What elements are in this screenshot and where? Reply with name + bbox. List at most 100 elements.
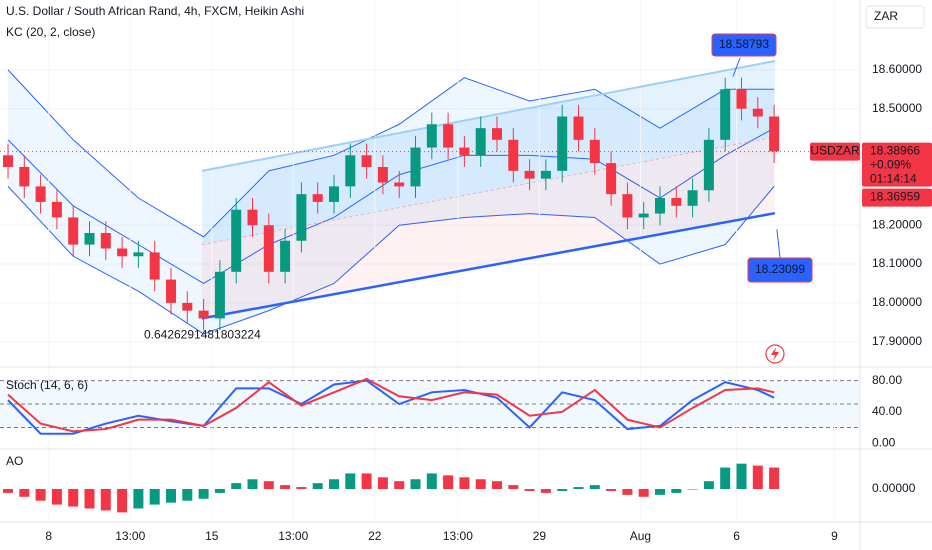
ao-bar (312, 483, 323, 489)
ao-bar (638, 489, 649, 497)
ao-bar (703, 481, 714, 489)
high-connector (732, 57, 741, 77)
candle-body (687, 190, 698, 206)
symbol-label: USDZAR (810, 144, 860, 158)
ao-bar (459, 477, 470, 489)
ao-bar (68, 489, 79, 507)
candle-body (671, 198, 682, 206)
x-tick-label: 29 (533, 529, 547, 543)
ao-bar (394, 481, 405, 489)
ao-bar (720, 467, 731, 489)
ao-bar (19, 489, 30, 497)
candle-body (508, 139, 519, 171)
ao-bar (329, 479, 339, 489)
candle-body (35, 186, 46, 202)
background-layer (0, 60, 860, 428)
candle-body (492, 128, 502, 140)
x-tick-label: 6 (733, 529, 740, 543)
high-label-box (711, 33, 777, 57)
alert-icon[interactable] (765, 344, 785, 364)
candle-body (296, 194, 307, 241)
y-tick-label: 18.10000 (872, 256, 922, 270)
candle-body (100, 232, 111, 249)
ratio-label: 0.6426291481803224 (144, 328, 261, 342)
low-connector (776, 229, 781, 259)
candle-body (345, 155, 356, 187)
candle-body (3, 155, 13, 167)
last-price: 18.38966 (870, 144, 920, 158)
high-label: 18.58793 (719, 37, 769, 51)
ao-bar (182, 489, 193, 501)
candle-body (573, 116, 584, 140)
candle-body (117, 248, 128, 257)
channel-upper-fill (201, 60, 775, 245)
y-tick-label: 17.90000 (872, 334, 922, 348)
x-tick-label: 8 (45, 529, 52, 543)
ao-bar (492, 481, 502, 489)
candle-body (19, 166, 30, 187)
ao-bar (166, 489, 176, 503)
ao-bar (231, 483, 242, 489)
ao-bar (573, 487, 584, 489)
y-tick-label: 18.60000 (872, 62, 922, 76)
x-tick-label: 13:00 (278, 529, 308, 543)
ao-bar (475, 479, 486, 489)
candle-body (443, 124, 454, 148)
channel-upper-line (201, 59, 776, 172)
x-tick-label: 15 (205, 529, 219, 543)
stoch-line (7, 377, 775, 433)
ao-title: AO (6, 454, 23, 468)
candle-body (68, 217, 79, 245)
candle-body (655, 198, 665, 214)
ao-bar (361, 473, 372, 489)
ao-bar (508, 485, 519, 489)
candle-body (720, 89, 731, 140)
currency-button[interactable] (865, 5, 925, 29)
candle-body (589, 139, 600, 164)
x-tick-label: 22 (368, 529, 382, 543)
ao-bar (606, 489, 617, 491)
ao-bar (589, 485, 600, 489)
candle-body (166, 279, 176, 303)
candle-body (769, 116, 780, 152)
ao-bar (280, 485, 291, 489)
y-tick-label: 18.00000 (872, 295, 922, 309)
ao-bar (84, 489, 95, 509)
candle-body (149, 252, 160, 280)
ao-bar (557, 489, 568, 491)
x-tick-label: 9 (831, 529, 838, 543)
channel-lower-line (201, 211, 776, 320)
x-tick-label: 13:00 (115, 529, 145, 543)
ao-bar (426, 473, 437, 489)
ao-bar (752, 465, 763, 489)
x-tick-label: Aug (630, 529, 651, 543)
alert-bolt[interactable] (771, 347, 779, 361)
change-label: +0.09% (870, 158, 911, 172)
candle-body (557, 116, 568, 171)
candle-body (394, 182, 405, 187)
ao-bar (51, 489, 62, 505)
ao-bar (133, 489, 144, 509)
candle-body (133, 252, 144, 257)
currency-label[interactable]: ZAR (874, 9, 898, 23)
ao-bar (736, 463, 747, 489)
candle-body (361, 155, 372, 167)
price-box (862, 142, 932, 187)
candle-body (198, 310, 209, 319)
channel-lower-fill (201, 137, 775, 319)
ao-bar (263, 481, 274, 489)
candle-body (51, 201, 62, 218)
candle-body (638, 213, 649, 218)
candle-body (84, 232, 95, 245)
stoch-line (7, 379, 775, 435)
bid-label: 18.36959 (870, 190, 920, 204)
ao-bar (622, 489, 633, 495)
y-tick-label: 18.50000 (872, 101, 922, 115)
bid-box (862, 188, 932, 207)
candle-body (263, 225, 274, 272)
candle-body (524, 170, 535, 179)
candle-body (410, 147, 421, 187)
y-tick-label: 18.20000 (872, 217, 922, 231)
y-tick-label: 80.00 (872, 373, 902, 387)
